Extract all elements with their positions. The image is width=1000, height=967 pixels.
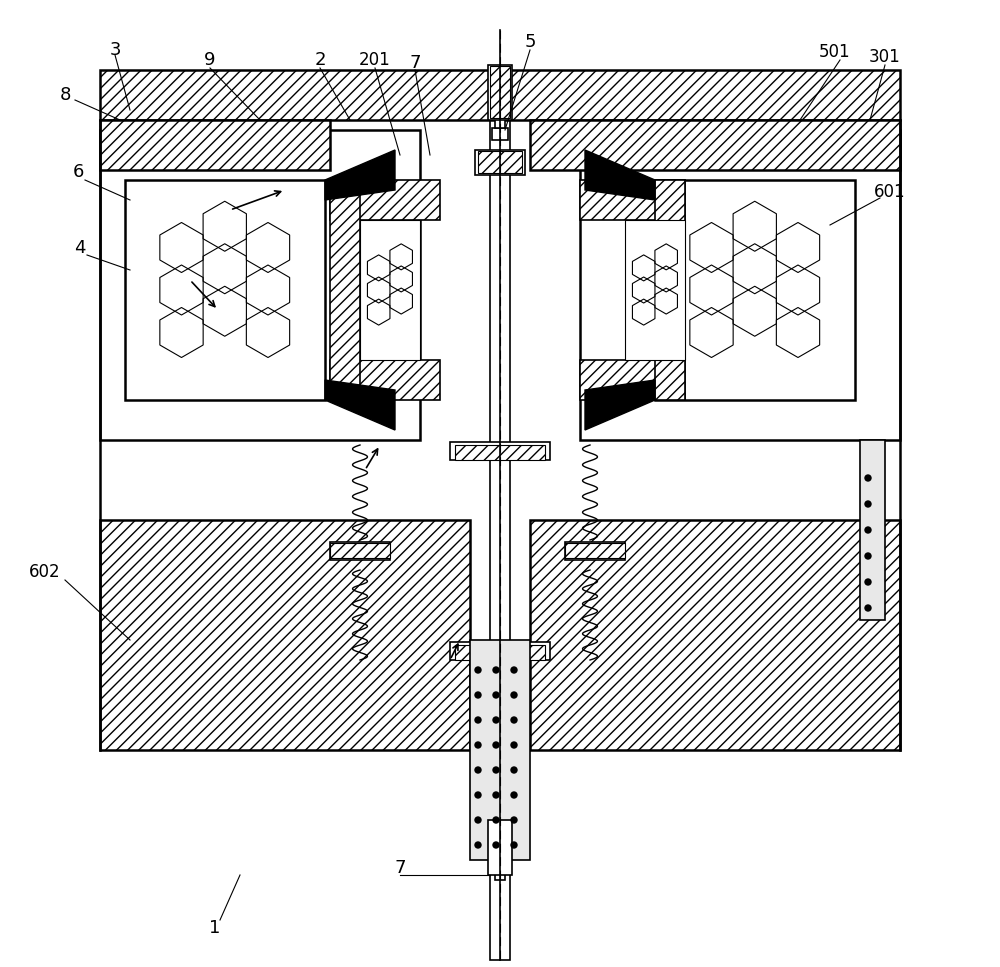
Bar bbox=[655, 180, 855, 400]
Bar bbox=[492, 128, 508, 140]
Polygon shape bbox=[325, 380, 395, 430]
Bar bbox=[100, 120, 330, 170]
Circle shape bbox=[865, 553, 871, 559]
Bar bbox=[860, 440, 885, 620]
Bar bbox=[330, 180, 360, 400]
Bar bbox=[330, 543, 390, 558]
Text: 7: 7 bbox=[394, 859, 406, 877]
Bar bbox=[125, 180, 325, 400]
Text: 8: 8 bbox=[59, 86, 71, 104]
Text: 501: 501 bbox=[819, 43, 851, 61]
Circle shape bbox=[493, 692, 499, 698]
Bar bbox=[580, 180, 685, 220]
Bar bbox=[360, 220, 420, 360]
Bar bbox=[450, 442, 550, 460]
Text: 2: 2 bbox=[314, 51, 326, 69]
Circle shape bbox=[475, 692, 481, 698]
Bar bbox=[565, 542, 625, 560]
Bar bbox=[580, 130, 900, 440]
Bar bbox=[455, 645, 545, 660]
Circle shape bbox=[493, 767, 499, 773]
Circle shape bbox=[511, 742, 517, 748]
Polygon shape bbox=[585, 150, 655, 200]
Circle shape bbox=[493, 667, 499, 673]
Text: 9: 9 bbox=[204, 51, 216, 69]
Circle shape bbox=[865, 475, 871, 481]
Bar bbox=[478, 151, 522, 173]
Bar bbox=[330, 542, 390, 560]
Circle shape bbox=[511, 817, 517, 823]
Circle shape bbox=[475, 817, 481, 823]
Bar bbox=[488, 820, 512, 875]
Bar bbox=[495, 118, 505, 128]
Text: 3: 3 bbox=[109, 41, 121, 59]
Circle shape bbox=[865, 579, 871, 585]
Bar bbox=[530, 520, 900, 750]
Circle shape bbox=[493, 742, 499, 748]
Bar bbox=[475, 150, 525, 175]
Text: 1: 1 bbox=[209, 919, 221, 937]
Text: 301: 301 bbox=[869, 48, 901, 66]
Bar bbox=[490, 66, 510, 118]
Circle shape bbox=[511, 717, 517, 723]
Text: 602: 602 bbox=[29, 563, 61, 581]
Bar bbox=[530, 120, 900, 170]
Bar bbox=[495, 870, 505, 880]
Text: 7: 7 bbox=[409, 54, 421, 72]
Bar bbox=[655, 180, 685, 400]
Circle shape bbox=[865, 527, 871, 533]
Circle shape bbox=[493, 842, 499, 848]
Circle shape bbox=[511, 667, 517, 673]
Bar bbox=[330, 360, 440, 400]
Circle shape bbox=[511, 792, 517, 798]
Circle shape bbox=[865, 501, 871, 507]
Bar bbox=[580, 360, 685, 400]
Circle shape bbox=[475, 842, 481, 848]
Text: 601: 601 bbox=[874, 183, 906, 201]
Text: 6: 6 bbox=[72, 163, 84, 181]
Circle shape bbox=[475, 767, 481, 773]
Polygon shape bbox=[325, 150, 395, 200]
Bar bbox=[450, 642, 550, 660]
Circle shape bbox=[493, 717, 499, 723]
Text: 201: 201 bbox=[359, 51, 391, 69]
Bar bbox=[565, 543, 625, 558]
Circle shape bbox=[865, 605, 871, 611]
Circle shape bbox=[511, 767, 517, 773]
Bar bbox=[330, 180, 440, 220]
Bar bbox=[470, 640, 530, 860]
Bar bbox=[488, 65, 512, 120]
Circle shape bbox=[475, 667, 481, 673]
Circle shape bbox=[493, 792, 499, 798]
Bar bbox=[100, 130, 420, 440]
Bar bbox=[100, 520, 470, 750]
Circle shape bbox=[511, 692, 517, 698]
Circle shape bbox=[511, 842, 517, 848]
Text: 4: 4 bbox=[74, 239, 86, 257]
Circle shape bbox=[475, 742, 481, 748]
Text: 5: 5 bbox=[524, 33, 536, 51]
Circle shape bbox=[475, 717, 481, 723]
Circle shape bbox=[475, 792, 481, 798]
Bar bbox=[492, 858, 508, 870]
Polygon shape bbox=[585, 380, 655, 430]
Circle shape bbox=[493, 817, 499, 823]
Bar bbox=[100, 70, 900, 120]
Bar bbox=[625, 220, 685, 360]
Bar bbox=[455, 445, 545, 460]
Bar bbox=[490, 70, 510, 960]
